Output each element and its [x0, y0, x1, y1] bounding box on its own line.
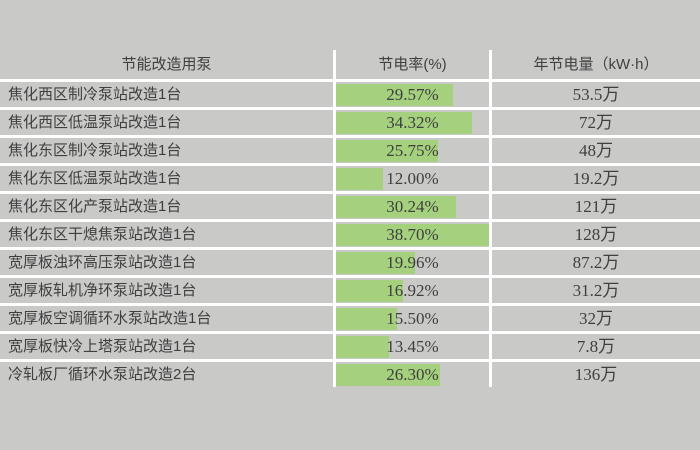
annual-saving-cell: 48万 — [489, 138, 700, 163]
rate-data-bar — [336, 364, 440, 386]
pump-name-cell: 焦化东区低温泵站改造1台 — [8, 170, 182, 187]
saving-rate-cell: 12.00% — [333, 166, 489, 191]
annual-value: 32万 — [579, 309, 613, 328]
rate-data-bar — [336, 84, 453, 106]
annual-saving-cell: 7.8万 — [489, 334, 700, 359]
saving-rate-cell: 38.70% — [333, 222, 489, 247]
table-row: 焦化西区低温泵站改造1台 34.32% 72万 — [0, 110, 700, 138]
pump-name-cell: 焦化西区制冷泵站改造1台 — [8, 86, 182, 103]
pump-name-cell: 焦化西区低温泵站改造1台 — [8, 114, 182, 131]
saving-rate-cell: 19.96% — [333, 250, 489, 275]
annual-value: 136万 — [574, 365, 618, 384]
rate-data-bar — [336, 168, 384, 190]
rate-data-bar — [336, 308, 398, 330]
annual-value: 128万 — [574, 225, 618, 244]
pump-name-cell: 宽厚板空调循环水泵站改造1台 — [8, 310, 212, 327]
rate-data-bar — [336, 280, 403, 302]
pump-name-cell: 宽厚板轧机净环泵站改造1台 — [8, 282, 197, 299]
saving-rate-cell: 13.45% — [333, 334, 489, 359]
rate-value: 16.92% — [386, 281, 439, 300]
rate-data-bar — [336, 140, 438, 162]
table-row: 焦化东区制冷泵站改造1台 25.75% 48万 — [0, 138, 700, 166]
annual-saving-cell: 72万 — [489, 110, 700, 135]
saving-rate-cell: 15.50% — [333, 306, 489, 331]
rate-value: 19.96% — [386, 253, 439, 272]
header-pump-name: 节能改造用泵 — [121, 56, 212, 73]
annual-saving-cell: 136万 — [489, 362, 700, 387]
pump-name-cell: 宽厚板浊环高压泵站改造1台 — [8, 254, 197, 271]
pump-name-cell: 冷轧板厂循环水泵站改造2台 — [8, 366, 197, 383]
saving-rate-cell: 29.57% — [333, 82, 489, 107]
table-row: 焦化东区化产泵站改造1台 30.24% 121万 — [0, 194, 700, 222]
annual-value: 7.8万 — [576, 337, 616, 356]
table-row: 宽厚板快冷上塔泵站改造1台 13.45% 7.8万 — [0, 334, 700, 362]
rate-data-bar — [336, 252, 415, 274]
table-body: 焦化西区制冷泵站改造1台 29.57% 53.5万 焦化西区低温泵站改造1台 3… — [0, 82, 700, 387]
rate-value: 13.45% — [386, 337, 439, 356]
rate-value: 34.32% — [386, 113, 439, 132]
table-row: 焦化西区制冷泵站改造1台 29.57% 53.5万 — [0, 82, 700, 110]
rate-value: 30.24% — [386, 197, 439, 216]
rate-data-bar — [336, 196, 456, 218]
rate-data-bar — [336, 224, 489, 246]
annual-saving-cell: 19.2万 — [489, 166, 700, 191]
rate-value: 25.75% — [386, 141, 439, 160]
pump-name-cell: 宽厚板快冷上塔泵站改造1台 — [8, 338, 197, 355]
annual-value: 31.2万 — [572, 281, 620, 300]
annual-saving-cell: 87.2万 — [489, 250, 700, 275]
saving-rate-cell: 25.75% — [333, 138, 489, 163]
table-row: 宽厚板浊环高压泵站改造1台 19.96% 87.2万 — [0, 250, 700, 278]
saving-rate-cell: 26.30% — [333, 362, 489, 387]
pump-name-cell: 焦化东区制冷泵站改造1台 — [8, 142, 182, 159]
header-saving-rate: 节电率(%) — [333, 50, 489, 79]
rate-value: 12.00% — [386, 169, 439, 188]
saving-rate-cell: 30.24% — [333, 194, 489, 219]
annual-value: 48万 — [579, 141, 613, 160]
table-row: 焦化东区干熄焦泵站改造1台 38.70% 128万 — [0, 222, 700, 250]
annual-value: 72万 — [579, 113, 613, 132]
annual-value: 19.2万 — [572, 169, 620, 188]
header-annual-saving: 年节电量（kW·h） — [489, 50, 700, 79]
saving-rate-cell: 16.92% — [333, 278, 489, 303]
rate-value: 15.50% — [386, 309, 439, 328]
rate-value: 38.70% — [386, 225, 439, 244]
annual-saving-cell: 121万 — [489, 194, 700, 219]
pump-name-cell: 焦化东区化产泵站改造1台 — [8, 198, 182, 215]
table-header-row: 节能改造用泵 节电率(%) 年节电量（kW·h） — [0, 50, 700, 82]
table-row: 焦化东区低温泵站改造1台 12.00% 19.2万 — [0, 166, 700, 194]
table-row: 冷轧板厂循环水泵站改造2台 26.30% 136万 — [0, 362, 700, 387]
annual-saving-cell: 31.2万 — [489, 278, 700, 303]
rate-value: 29.57% — [386, 85, 439, 104]
rate-value: 26.30% — [386, 365, 439, 384]
rate-data-bar — [336, 112, 472, 134]
table-row: 宽厚板轧机净环泵站改造1台 16.92% 31.2万 — [0, 278, 700, 306]
table-row: 宽厚板空调循环水泵站改造1台 15.50% 32万 — [0, 306, 700, 334]
saving-rate-cell: 34.32% — [333, 110, 489, 135]
annual-value: 53.5万 — [572, 85, 620, 104]
pump-name-cell: 焦化东区干熄焦泵站改造1台 — [8, 226, 197, 243]
rate-data-bar — [336, 336, 390, 358]
annual-value: 87.2万 — [572, 253, 620, 272]
annual-saving-cell: 32万 — [489, 306, 700, 331]
annual-saving-cell: 53.5万 — [489, 82, 700, 107]
annual-value: 121万 — [574, 197, 618, 216]
energy-saving-table: 节能改造用泵 节电率(%) 年节电量（kW·h） 焦化西区制冷泵站改造1台 29… — [0, 50, 700, 387]
annual-saving-cell: 128万 — [489, 222, 700, 247]
